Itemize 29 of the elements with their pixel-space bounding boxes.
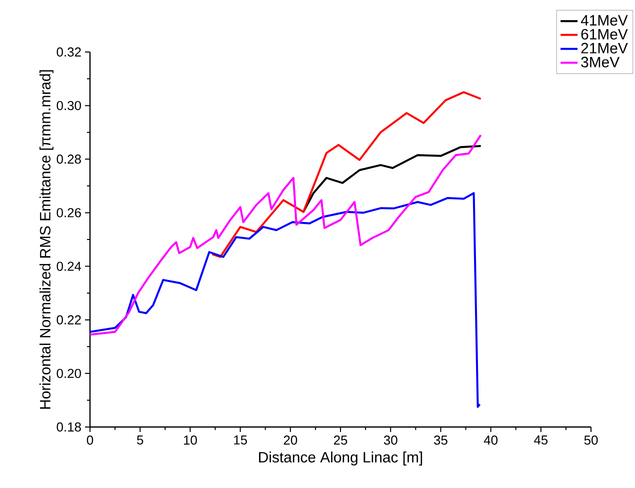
x-tick-label: 0 — [86, 436, 94, 445]
legend-label: 21MeV — [581, 42, 628, 54]
legend-label: 61MeV — [581, 28, 628, 40]
x-tick-label: 30 — [384, 436, 398, 445]
y-tick-label: 0.26 — [56, 208, 81, 218]
y-tick-label: 0.20 — [56, 368, 81, 378]
x-tick-label: 15 — [234, 436, 247, 445]
x-tick-label: 20 — [284, 436, 298, 445]
y-tick-label: 0.22 — [56, 315, 81, 324]
legend-label: 41MeV — [580, 15, 628, 26]
legend-label: 3MeV — [581, 56, 620, 68]
x-tick-label: 35 — [434, 436, 448, 445]
x-tick-label: 50 — [584, 436, 598, 445]
x-axis-title: Distance Along Linac [m] — [259, 452, 422, 466]
x-tick-label: 45 — [534, 436, 548, 445]
line-series — [90, 134, 482, 336]
y-tick-label: 0.28 — [56, 154, 81, 164]
y-tick-label: 0.30 — [56, 100, 81, 110]
line-series — [211, 91, 482, 258]
x-tick-label: 10 — [184, 436, 197, 445]
y-tick-label: 0.18 — [56, 422, 81, 432]
x-tick-label: 40 — [484, 436, 498, 445]
y-axis-title: Horizontal Normalized RMS Emittance [πmm.mrad] — [40, 70, 54, 409]
line-series — [90, 192, 481, 408]
line-series — [302, 145, 482, 213]
x-tick-label: 5 — [137, 436, 144, 445]
y-tick-label: 0.24 — [56, 262, 82, 271]
y-tick-label: 0.32 — [56, 47, 81, 57]
x-tick-label: 25 — [334, 436, 348, 445]
